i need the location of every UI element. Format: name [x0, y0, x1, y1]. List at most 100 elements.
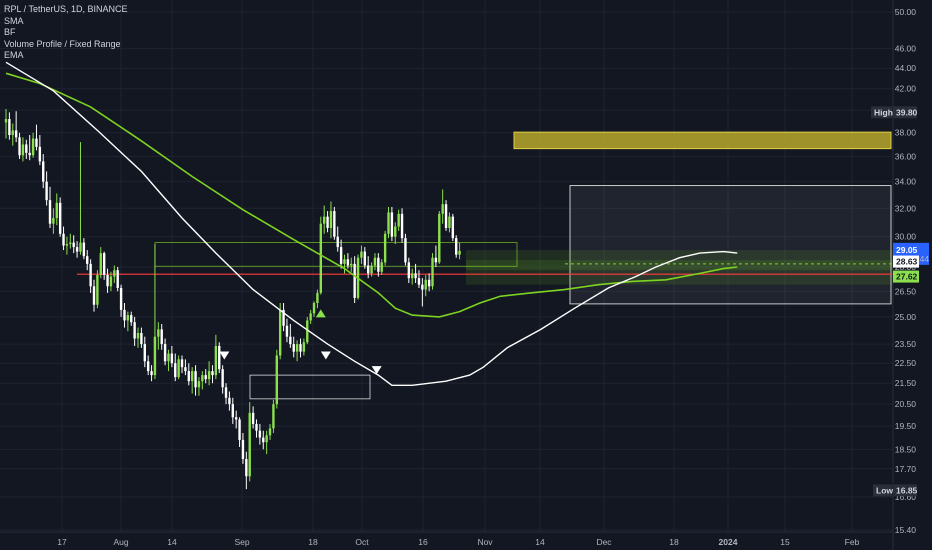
- current-price-value: 29.05: [896, 245, 918, 255]
- high-value-bg: [893, 106, 917, 119]
- price-tick-label: 20.50: [895, 399, 917, 409]
- candle-body: [366, 265, 370, 274]
- low-value: 16.85: [896, 485, 918, 495]
- indicator-ema-label[interactable]: EMA: [4, 50, 24, 60]
- time-tick-label: 17: [57, 537, 67, 547]
- candle-body: [339, 247, 343, 264]
- time-tick-label: Feb: [845, 537, 860, 547]
- candle-body: [326, 216, 329, 228]
- candle-body: [302, 342, 306, 352]
- candles-layer: [4, 109, 461, 490]
- candle-body: [265, 435, 268, 443]
- candle-body: [4, 119, 8, 123]
- candle-body: [251, 412, 255, 424]
- time-tick-label: Sep: [234, 537, 249, 547]
- candle-body: [45, 181, 48, 201]
- candle-body: [177, 359, 180, 378]
- volume-profile-value-area: [466, 260, 893, 271]
- candle-body: [312, 303, 316, 314]
- time-tick-label: 15: [780, 537, 790, 547]
- time-tick-label: 18: [669, 537, 679, 547]
- consolidation-range-box: [569, 185, 892, 305]
- candle-body: [383, 233, 387, 263]
- time-tick-label: 18: [308, 537, 318, 547]
- candle-body: [207, 371, 211, 380]
- time-tick-label: Nov: [477, 537, 493, 547]
- price-tick-label: 16.60: [895, 492, 917, 502]
- candle-body: [190, 371, 194, 382]
- candle-body: [113, 270, 116, 277]
- candle-body: [38, 146, 42, 162]
- price-tick-label: 15.40: [895, 525, 917, 535]
- candle-body: [285, 325, 289, 337]
- buy-signal-marker: [315, 309, 326, 318]
- candle-body: [62, 233, 65, 246]
- candle-body: [197, 381, 201, 388]
- candle-body: [58, 202, 62, 234]
- candle-body: [96, 274, 99, 305]
- candle-body: [414, 273, 417, 279]
- candle-body: [343, 259, 346, 264]
- candle-body: [278, 309, 282, 356]
- candle-body: [99, 253, 102, 275]
- indicator-bf-label[interactable]: BF: [4, 27, 16, 37]
- candle-body: [204, 375, 207, 380]
- ema-value-bg: [893, 270, 919, 283]
- candle-body: [133, 322, 136, 339]
- candle-body: [268, 428, 272, 436]
- candle-body: [86, 256, 89, 264]
- high-value: 39.80: [896, 107, 918, 117]
- price-tick-label: 17.70: [895, 464, 917, 474]
- indicator-volume-profile-label[interactable]: Volume Profile / Fixed Range: [4, 38, 121, 49]
- candle-body: [299, 344, 302, 352]
- candle-body: [255, 423, 258, 431]
- candle-body: [427, 279, 431, 287]
- candle-body: [295, 344, 299, 352]
- candle-body: [272, 404, 275, 429]
- candle-body: [380, 262, 383, 272]
- candle-body: [360, 251, 363, 258]
- price-tick-label: 42.00: [895, 84, 917, 94]
- candle-body: [11, 130, 14, 136]
- price-tick-label: 21.50: [895, 378, 917, 388]
- candle-body: [14, 130, 18, 138]
- candle-body: [309, 313, 312, 321]
- candle-body: [377, 257, 380, 272]
- symbol-title[interactable]: RPL / TetherUS, 1D, BINANCE: [4, 4, 128, 14]
- candle-body: [373, 257, 377, 266]
- candle-body: [89, 263, 92, 287]
- time-tick-label: 2024: [719, 537, 738, 547]
- candle-body: [35, 138, 38, 147]
- candle-body: [170, 353, 174, 364]
- sell-signal-marker: [219, 351, 230, 360]
- candle-body: [31, 138, 35, 156]
- candle-body: [400, 213, 404, 239]
- candle-body: [65, 244, 69, 246]
- candle-body: [234, 417, 238, 420]
- candle-body: [163, 344, 167, 362]
- candle-body: [116, 270, 119, 288]
- candle-body: [363, 251, 367, 266]
- candle-body: [451, 216, 455, 239]
- candle-body: [214, 345, 218, 376]
- candle-body: [258, 430, 262, 438]
- time-tick-label: Aug: [113, 537, 128, 547]
- candle-body: [322, 216, 326, 224]
- indicator-sma-label[interactable]: SMA: [4, 15, 24, 26]
- candle-body: [248, 412, 251, 477]
- sell-signal-marker: [371, 366, 382, 375]
- candle-body: [407, 262, 411, 279]
- candle-body: [218, 345, 221, 370]
- candle-body: [28, 152, 31, 156]
- resistance-zone-box: [513, 131, 892, 150]
- time-tick-label: Oct: [355, 537, 369, 547]
- candle-body: [8, 119, 11, 136]
- candle-body: [75, 247, 79, 252]
- time-axis[interactable]: 17 Aug 14 Sep 18 Oct 16 Nov 14 Dec 18 2024 15 Feb: [0, 531, 893, 547]
- candle-body: [25, 144, 28, 153]
- high-label: High: [874, 107, 893, 117]
- candle-body: [306, 320, 309, 343]
- price-tick-label: 46.00: [895, 44, 917, 54]
- candle-body: [18, 137, 21, 156]
